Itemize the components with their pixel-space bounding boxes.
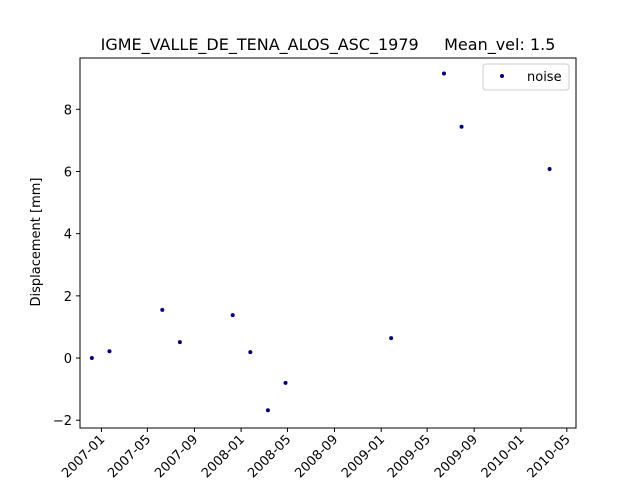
data-point (230, 313, 235, 318)
scatter-series-noise (89, 71, 552, 413)
x-tick-label: 2009-09 (432, 432, 481, 480)
y-tick-label: 4 (64, 228, 72, 243)
data-point (283, 380, 288, 385)
data-point (248, 350, 253, 355)
y-tick-label: 2 (64, 290, 72, 305)
y-tick-label: 0 (64, 352, 72, 367)
y-axis: −2 0 2 4 6 8 (53, 103, 80, 429)
data-point (547, 167, 552, 171)
data-point (441, 71, 446, 76)
data-point (89, 356, 94, 361)
x-tick-label: 2010-05 (525, 432, 574, 480)
data-point (459, 124, 464, 129)
x-tick-label: 2008-01 (199, 432, 248, 480)
x-tick-label: 2009-05 (385, 432, 434, 480)
legend-box (482, 63, 570, 91)
x-tick-label: 2007-09 (152, 432, 201, 480)
x-tick-label: 2007-01 (59, 432, 108, 480)
x-tick-label: 2010-01 (479, 432, 528, 480)
legend-marker (500, 74, 504, 78)
data-point (107, 349, 112, 354)
chart-title: IGME_VALLE_DE_TENA_ALOS_ASC_1979 Mean_ve… (101, 35, 556, 55)
y-tick-label: 8 (64, 103, 72, 118)
x-axis: 2007-012007-052007-092008-012008-052008-… (59, 428, 574, 480)
legend-label: noise (527, 70, 562, 85)
data-point (389, 336, 394, 341)
data-point (265, 408, 270, 413)
x-tick-label: 2007-05 (105, 432, 154, 480)
data-point (160, 307, 165, 312)
x-tick-label: 2008-05 (245, 432, 294, 480)
y-tick-label: −2 (53, 414, 72, 429)
y-axis-label: Displacement [mm] (29, 178, 44, 307)
legend: noise (482, 63, 570, 91)
data-point (177, 340, 182, 345)
x-tick-label: 2009-01 (339, 432, 388, 480)
y-tick-label: 6 (64, 165, 72, 180)
plot-frame (79, 57, 577, 429)
x-tick-label: 2008-09 (292, 432, 341, 480)
